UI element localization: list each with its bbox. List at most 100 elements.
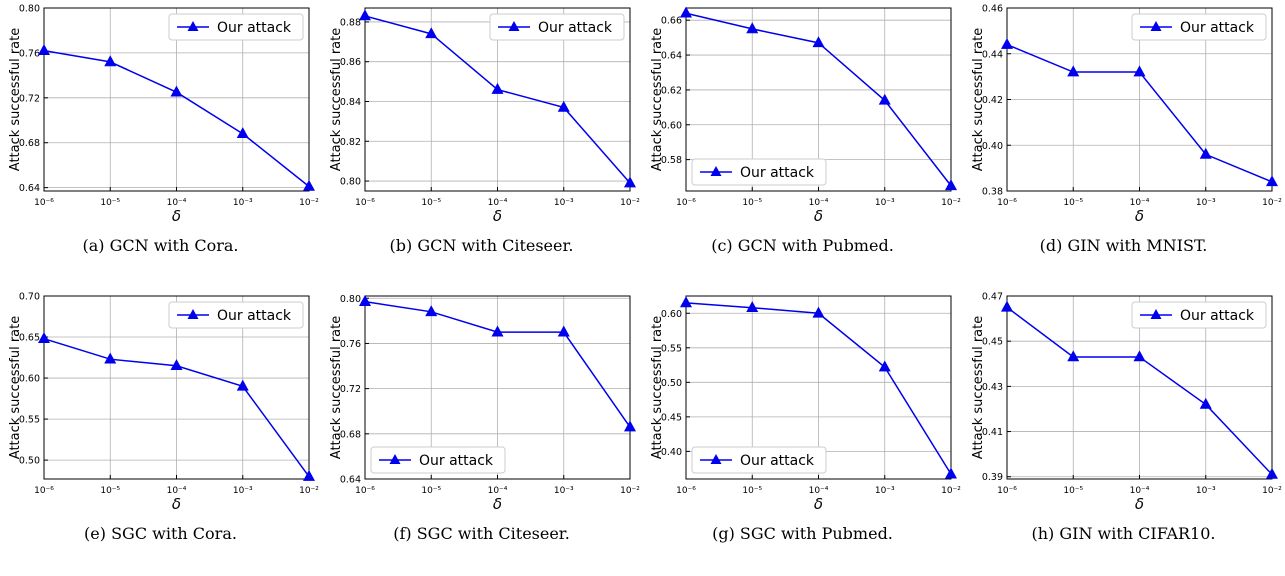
- chart-h: 10⁻⁶ 10⁻⁵ 10⁻⁴ 10⁻³ 10⁻² 0.39 0.41 0.43 0.45 0.47…: [971, 292, 1282, 514]
- y-tick-label: 0.50: [661, 378, 682, 389]
- data-point: [491, 82, 504, 94]
- data-point: [1199, 397, 1212, 409]
- data-point: [170, 359, 183, 371]
- y-axis-label: Attack successful rate: [329, 28, 344, 171]
- x-tick-label: 10⁻²: [299, 486, 319, 496]
- x-tick-label: 10⁻²: [299, 198, 319, 208]
- x-axis-label: δ: [172, 207, 181, 225]
- legend-box: [168, 13, 304, 41]
- x-tick-label: 10⁻⁶: [676, 486, 696, 496]
- legend-box: [1131, 301, 1267, 329]
- caption-b: (b) GCN with Citeseer.: [389, 236, 574, 255]
- data-point: [623, 420, 637, 432]
- legend-box: [168, 301, 304, 329]
- x-tick-label: 10⁻⁴: [488, 198, 508, 208]
- legend-box: [1131, 13, 1267, 41]
- y-tick-label: 0.86: [340, 57, 361, 68]
- y-axis-label: Attack successful rate: [329, 316, 344, 459]
- y-tick-label: 0.60: [19, 374, 40, 385]
- legend-box: [370, 446, 506, 474]
- y-axis-label: Attack successful rate: [971, 316, 986, 459]
- chart-a: 10⁻⁶ 10⁻⁵ 10⁻⁴ 10⁻³ 10⁻² 0.64 0.68 0.72 0.76 0.80…: [8, 4, 319, 226]
- y-tick-label: 0.65: [19, 333, 40, 344]
- y-tick-label: 0.55: [19, 415, 40, 426]
- data-point: [746, 301, 759, 313]
- x-tick-label: 10⁻⁶: [997, 486, 1017, 496]
- legend-box: [691, 446, 827, 474]
- data-point: [358, 295, 372, 306]
- data-point: [425, 305, 438, 317]
- y-tick-label: 0.70: [19, 292, 40, 303]
- caption-e: (e) SGC with Cora.: [84, 524, 237, 543]
- data-point: [1133, 65, 1146, 77]
- data-point: [1265, 467, 1279, 479]
- data-point: [878, 360, 891, 372]
- y-tick-label: 0.41: [982, 427, 1003, 438]
- legend-box: [489, 13, 625, 41]
- x-tick-label: 10⁻⁴: [167, 486, 187, 496]
- data-point: [944, 467, 958, 479]
- legend-marker: [187, 21, 199, 31]
- x-tick-label: 10⁻⁵: [100, 198, 120, 208]
- legend-label: Our attack: [538, 20, 613, 36]
- x-tick-label: 10⁻⁵: [1063, 486, 1083, 496]
- y-tick-label: 0.66: [661, 16, 682, 27]
- y-tick-label: 0.40: [982, 141, 1003, 152]
- x-tick-label: 10⁻²: [941, 486, 961, 496]
- x-tick-label: 10⁻⁴: [167, 198, 187, 208]
- x-tick-label: 10⁻³: [554, 198, 574, 208]
- x-tick-label: 10⁻³: [233, 486, 253, 496]
- x-tick-label: 10⁻²: [620, 198, 640, 208]
- x-tick-label: 10⁻⁶: [676, 198, 696, 208]
- y-tick-label: 0.45: [661, 412, 682, 423]
- y-tick-label: 0.38: [982, 187, 1003, 198]
- caption-h: (h) GIN with CIFAR10.: [1031, 524, 1216, 543]
- y-tick-label: 0.60: [661, 120, 682, 131]
- data-point: [812, 36, 825, 48]
- x-tick-label: 10⁻⁵: [100, 486, 120, 496]
- data-point: [679, 6, 693, 18]
- y-axis-label: Attack successful rate: [8, 28, 23, 171]
- x-tick-label: 10⁻³: [875, 486, 895, 496]
- x-tick-label: 10⁻⁶: [355, 198, 375, 208]
- x-tick-label: 10⁻⁵: [742, 198, 762, 208]
- x-axis-label: δ: [814, 207, 823, 225]
- chart-d: 10⁻⁶ 10⁻⁵ 10⁻⁴ 10⁻³ 10⁻² 0.38 0.40 0.42 0.44 0.46…: [971, 4, 1282, 226]
- chart-panel-f: 10⁻⁶ 10⁻⁵ 10⁻⁴ 10⁻³ 10⁻² 0.64 0.68 0.72 0.76 0.80…: [321, 288, 642, 576]
- data-point: [491, 325, 504, 337]
- data-point: [1265, 175, 1279, 187]
- y-tick-label: 0.64: [340, 475, 361, 486]
- y-tick-label: 0.43: [982, 382, 1003, 393]
- x-tick-label: 10⁻³: [233, 198, 253, 208]
- chart-panel-h: 10⁻⁶ 10⁻⁵ 10⁻⁴ 10⁻³ 10⁻² 0.39 0.41 0.43 0.45 0.47…: [963, 288, 1284, 576]
- x-tick-label: 10⁻⁵: [742, 486, 762, 496]
- y-tick-label: 0.58: [661, 155, 682, 166]
- y-tick-label: 0.60: [661, 309, 682, 320]
- chart-panel-a: 10⁻⁶ 10⁻⁵ 10⁻⁴ 10⁻³ 10⁻² 0.64 0.68 0.72 0.76 0.80…: [0, 0, 321, 288]
- caption-d: (d) GIN with MNIST.: [1039, 236, 1208, 255]
- legend-label: Our attack: [217, 308, 292, 324]
- x-tick-label: 10⁻²: [620, 486, 640, 496]
- data-point: [1000, 300, 1014, 312]
- x-tick-label: 10⁻²: [941, 198, 961, 208]
- x-tick-label: 10⁻⁴: [488, 486, 508, 496]
- legend-marker: [187, 309, 199, 319]
- data-point: [679, 296, 693, 308]
- data-point: [1133, 350, 1146, 362]
- data-point: [557, 325, 570, 337]
- chart-e: 10⁻⁶ 10⁻⁵ 10⁻⁴ 10⁻³ 10⁻² 0.50 0.55 0.60 0.65 0.70…: [8, 292, 319, 514]
- x-tick-label: 10⁻⁴: [809, 198, 829, 208]
- x-tick-label: 10⁻³: [1196, 198, 1216, 208]
- y-tick-label: 0.50: [19, 456, 40, 467]
- data-point: [746, 22, 759, 34]
- legend-marker: [710, 166, 722, 176]
- x-tick-label: 10⁻²: [1262, 486, 1282, 496]
- y-tick-label: 0.76: [340, 339, 361, 350]
- chart-b: 10⁻⁶ 10⁻⁵ 10⁻⁴ 10⁻³ 10⁻² 0.80 0.82 0.84 0.86 0.88…: [329, 7, 640, 225]
- data-point: [104, 55, 117, 67]
- x-axis-label: δ: [1135, 207, 1144, 225]
- legend-marker: [389, 454, 401, 464]
- legend-marker: [1150, 309, 1162, 319]
- chart-panel-g: 10⁻⁶ 10⁻⁵ 10⁻⁴ 10⁻³ 10⁻² 0.40 0.45 0.50 0.55 0.60…: [642, 288, 963, 576]
